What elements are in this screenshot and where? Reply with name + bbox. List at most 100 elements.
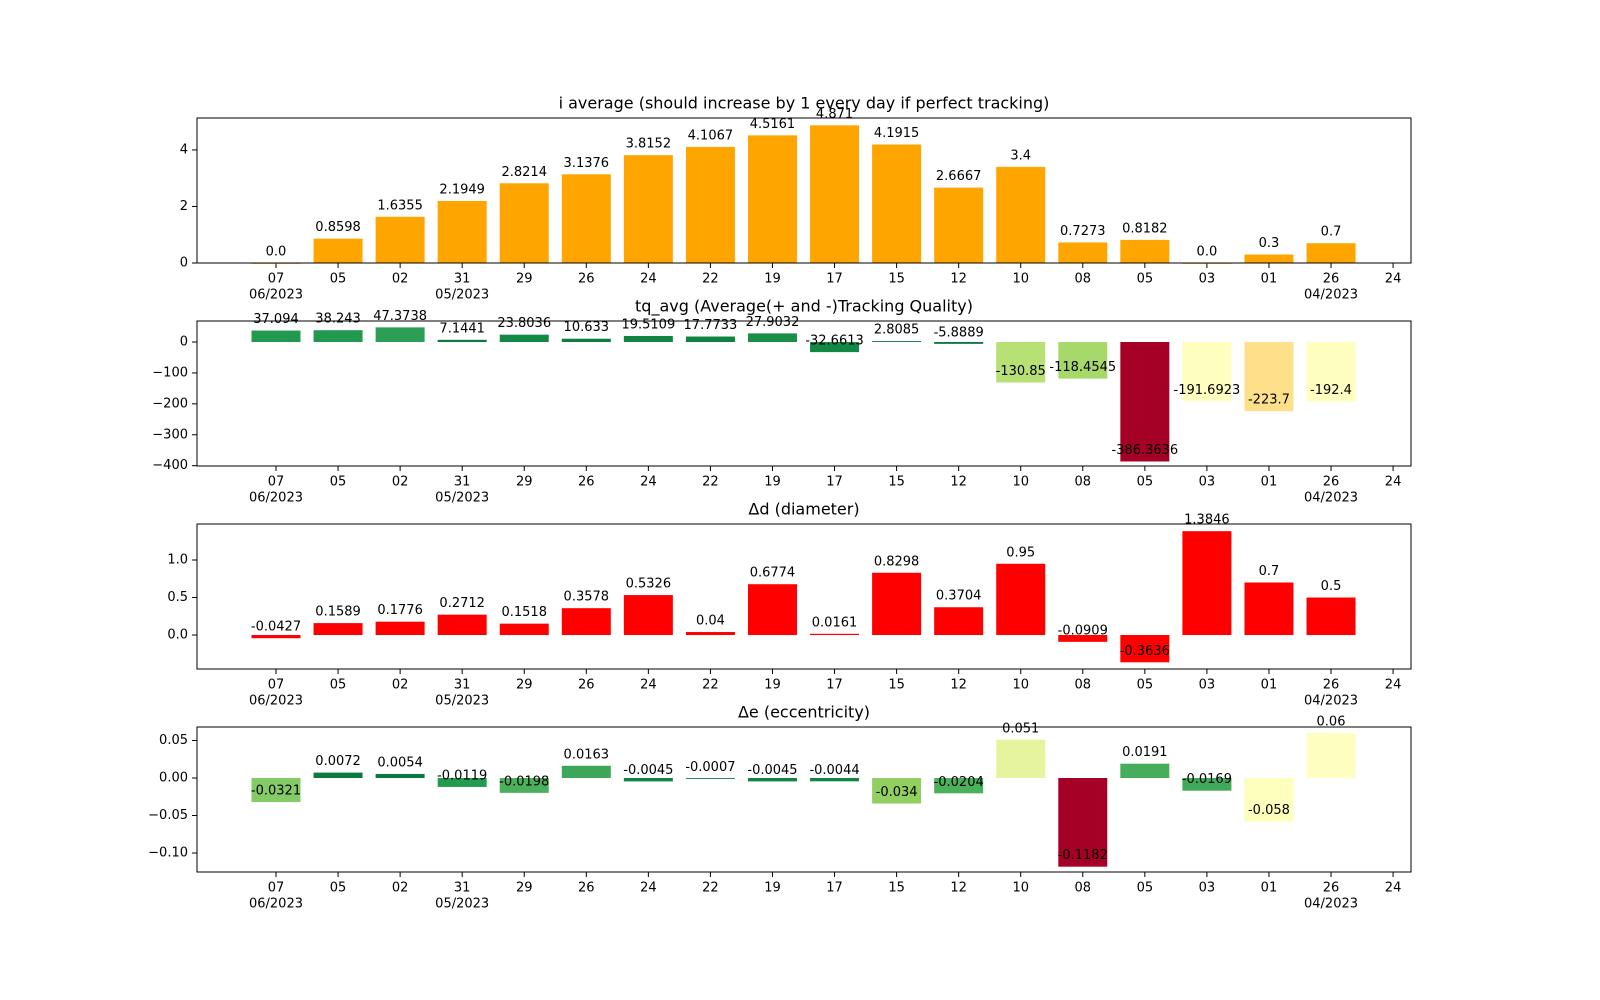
bar: [1120, 239, 1170, 263]
value-label: -0.0007: [685, 760, 735, 775]
x-month-label: 05/2023: [435, 491, 489, 506]
bar: [623, 155, 673, 263]
value-label: 2.8085: [874, 323, 920, 338]
value-label: 10.633: [564, 320, 610, 335]
x-tick-label: 19: [764, 272, 781, 287]
bar: [1058, 342, 1108, 379]
bar: [1244, 342, 1294, 412]
x-tick-label: 31: [454, 678, 471, 693]
bar: [1244, 582, 1294, 636]
y-tick-label: −0.05: [148, 808, 188, 823]
x-tick-label: 26: [578, 678, 595, 693]
value-label: -0.1182: [1058, 848, 1108, 863]
x-tick-label: 29: [516, 881, 533, 896]
bar: [747, 135, 797, 263]
x-tick-label: 07: [268, 475, 285, 490]
bar: [375, 327, 425, 343]
x-tick-label: 10: [1012, 475, 1029, 490]
x-tick-label: 26: [1323, 475, 1340, 490]
value-label: -0.0909: [1058, 623, 1108, 638]
x-tick-label: 01: [1261, 678, 1278, 693]
x-tick-label: 17: [826, 475, 843, 490]
x-month-label: 06/2023: [249, 288, 303, 303]
bar: [747, 584, 797, 636]
x-tick-label: 26: [1323, 272, 1340, 287]
y-tick-label: 0.5: [167, 590, 188, 605]
bar: [499, 183, 549, 263]
bar: [934, 342, 984, 344]
bar: [499, 334, 549, 343]
x-tick-label: 19: [764, 881, 781, 896]
x-tick-label: 07: [268, 678, 285, 693]
value-label: 0.3: [1259, 236, 1280, 251]
x-tick-label: 12: [950, 475, 967, 490]
value-label: 0.06: [1317, 715, 1346, 730]
bar: [499, 623, 549, 636]
value-label: 27.9032: [746, 315, 800, 330]
bar: [313, 772, 363, 779]
y-tick-label: −400: [152, 458, 188, 473]
x-tick-label: 10: [1012, 881, 1029, 896]
chart-title: i average (should increase by 1 every da…: [559, 94, 1050, 113]
bar: [437, 200, 487, 263]
value-label: 1.3846: [1184, 513, 1230, 528]
value-label: -223.7: [1248, 393, 1290, 408]
value-label: 3.4: [1010, 148, 1031, 163]
axes-frame: [196, 320, 1412, 467]
y-tick-label: 2: [180, 199, 188, 214]
x-tick-label: 19: [764, 475, 781, 490]
value-label: -0.0198: [499, 774, 549, 789]
bar: [437, 339, 487, 343]
x-tick-label: 12: [950, 272, 967, 287]
axes-frame: [196, 726, 1412, 873]
x-tick-label: 24: [640, 475, 657, 490]
value-label: -192.4: [1310, 383, 1352, 398]
x-tick-label: 02: [392, 475, 409, 490]
value-label: 4.1067: [688, 128, 734, 143]
bar: [623, 595, 673, 636]
bar: [251, 330, 301, 343]
value-label: 2.6667: [936, 169, 982, 184]
x-tick-label: 31: [454, 475, 471, 490]
x-tick-label: 15: [888, 475, 905, 490]
bar: [1120, 635, 1170, 663]
bar: [375, 621, 425, 636]
bar: [437, 778, 487, 787]
x-tick-label: 17: [826, 678, 843, 693]
x-tick-label: 08: [1075, 272, 1092, 287]
x-month-label: 05/2023: [435, 288, 489, 303]
y-tick-label: −300: [152, 427, 188, 442]
value-label: 0.8182: [1122, 221, 1168, 236]
x-month-label: 06/2023: [249, 694, 303, 709]
x-tick-label: 24: [640, 272, 657, 287]
bar: [934, 607, 984, 636]
value-label: 0.0: [266, 245, 287, 260]
value-label: -0.0321: [251, 784, 301, 799]
axes-frame: [196, 523, 1412, 670]
bar: [251, 778, 301, 803]
value-label: 1.6355: [377, 198, 423, 213]
x-tick-label: 22: [702, 272, 719, 287]
x-tick-label: 22: [702, 678, 719, 693]
bar: [1058, 635, 1108, 642]
bar: [623, 778, 673, 782]
value-label: 4.1915: [874, 126, 920, 141]
x-tick-label: 29: [516, 678, 533, 693]
bar: [996, 166, 1046, 263]
bar: [1306, 733, 1356, 779]
x-tick-label: 08: [1075, 678, 1092, 693]
value-label: -386.3636: [1111, 443, 1178, 458]
x-month-label: 04/2023: [1304, 288, 1358, 303]
bar: [685, 632, 735, 636]
value-label: -0.0045: [747, 763, 797, 778]
x-tick-label: 10: [1012, 272, 1029, 287]
x-tick-label: 02: [392, 272, 409, 287]
value-label: 7.1441: [439, 321, 485, 336]
y-tick-label: 0: [180, 335, 188, 350]
bar: [685, 778, 735, 779]
value-label: 0.1776: [377, 603, 423, 618]
value-label: 2.1949: [439, 182, 485, 197]
value-label: -0.0045: [623, 763, 673, 778]
x-tick-label: 26: [1323, 881, 1340, 896]
